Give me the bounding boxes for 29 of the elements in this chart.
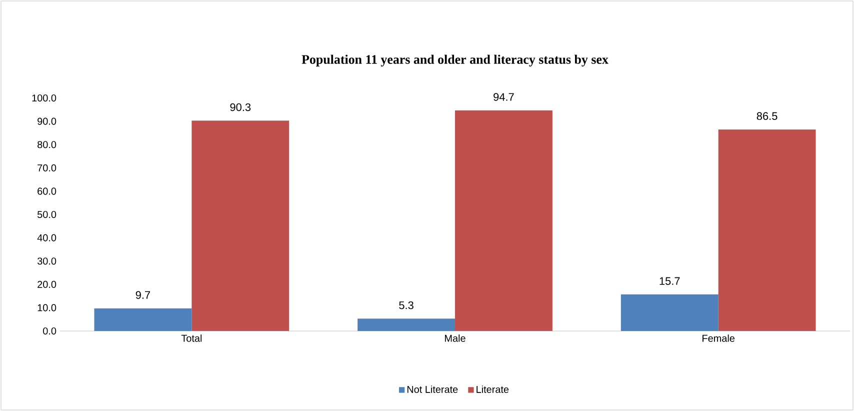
y-tick-label: 70.0 bbox=[38, 164, 56, 172]
y-tick-label: 0.0 bbox=[43, 327, 56, 335]
y-tick-label: 20.0 bbox=[38, 280, 56, 288]
legend-label: Literate bbox=[476, 386, 509, 393]
chart-title: Population 11 years and older and literacy status by sex bbox=[302, 54, 608, 66]
y-tick-label: 80.0 bbox=[38, 141, 56, 148]
bar bbox=[455, 110, 552, 331]
y-tick-label: 90.0 bbox=[38, 118, 56, 125]
data-label: 94.7 bbox=[494, 93, 514, 101]
data-label: 90.3 bbox=[230, 103, 251, 112]
y-tick-label: 40.0 bbox=[37, 234, 56, 242]
bar bbox=[718, 129, 816, 331]
y-tick-label: 100.0 bbox=[32, 94, 56, 102]
y-tick-label: 60.0 bbox=[38, 188, 56, 195]
bar bbox=[620, 294, 718, 331]
x-tick-label: Total bbox=[181, 334, 202, 342]
bar bbox=[192, 120, 290, 331]
x-tick-label: Female bbox=[702, 334, 734, 342]
y-tick-label: 10.0 bbox=[38, 304, 56, 312]
bar bbox=[358, 318, 456, 331]
data-label: 5.3 bbox=[399, 301, 414, 310]
y-tick-label: 50.0 bbox=[37, 210, 56, 218]
data-label: 9.7 bbox=[136, 291, 150, 299]
y-tick-label: 30.0 bbox=[37, 258, 56, 265]
bar bbox=[94, 308, 192, 331]
x-tick-label: Male bbox=[445, 334, 466, 342]
legend-label: Not Literate bbox=[407, 386, 458, 393]
data-label: 86.5 bbox=[756, 112, 778, 120]
data-label: 15.7 bbox=[660, 277, 680, 285]
